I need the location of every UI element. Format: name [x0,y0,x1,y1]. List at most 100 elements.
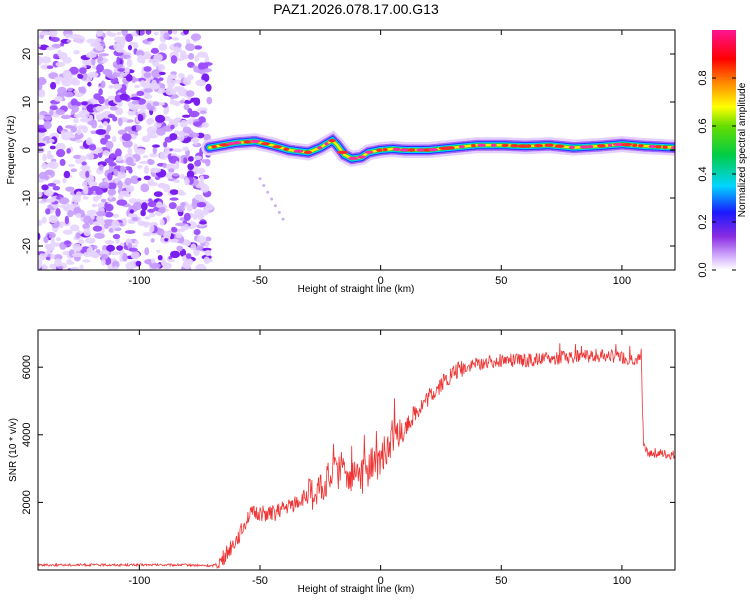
noise-blob [96,30,104,37]
noise-blob [38,31,50,36]
noise-blob [95,45,104,51]
noise-blob [54,76,64,81]
noise-blob [86,209,98,215]
noise-blob [45,208,51,215]
noise-blob [85,153,95,161]
noise-blob [41,162,48,170]
noise-blob [81,161,87,166]
noise-blob [107,114,116,118]
noise-blob [124,166,133,171]
snr-series-line [38,343,675,569]
noise-blob [138,160,150,165]
noise-blob [47,150,52,160]
noise-blob [121,133,132,142]
noise-blob [202,208,209,216]
noise-blob [38,191,43,197]
spectrogram-xtick-label: 50 [495,275,507,287]
noise-blob [117,129,127,135]
noise-blob [162,162,167,169]
noise-blob [151,47,159,54]
noise-blob [143,94,153,99]
noise-blob [70,98,78,106]
ridge-peak [597,144,606,148]
ridge-peak [579,145,589,149]
noise-blob [95,129,107,135]
ridge-peak [337,150,349,154]
noise-blob [73,90,78,94]
noise-blob [81,181,88,188]
noise-blob [159,219,165,226]
spectrogram-ytick-label: -10 [21,190,33,206]
noise-blob [55,208,61,217]
noise-blob [110,251,120,256]
spectrogram-xtick-label: 100 [613,275,631,287]
noise-blob [38,142,46,147]
ridge-peak [471,144,476,148]
noise-blob [48,30,58,38]
noise-blob [83,228,91,237]
noise-blob [104,239,115,245]
noise-blob [183,30,189,35]
noise-blob [168,30,173,35]
ridge-peak [533,144,544,148]
noise-blob [131,76,136,84]
noise-blob [196,51,208,58]
noise-blob [100,137,108,145]
colorbar-tick-label: 0.4 [697,166,709,181]
noise-blob [49,138,55,143]
noise-blob [46,65,54,69]
noise-blob [150,238,155,243]
ridge-peak [554,144,565,148]
noise-blob [190,243,197,251]
noise-blob [120,72,128,77]
noise-blob [131,125,137,132]
noise-blob [38,43,41,48]
noise-blob [157,64,165,71]
noise-blob [188,132,200,138]
noise-blob [55,61,66,67]
noise-blob [38,78,47,85]
noise-blob [134,240,139,245]
noise-blob [166,77,172,85]
noise-blob [125,74,133,82]
artefact-dot [262,184,266,187]
noise-blob [111,220,120,229]
noise-blob [188,259,194,264]
noise-blob [117,68,126,72]
noise-blob [54,96,63,102]
noise-blob [101,257,106,266]
noise-blob [167,74,178,80]
ridge-peak [211,145,217,149]
noise-blob [143,66,152,72]
noise-blob [175,160,180,170]
noise-blob [73,206,81,214]
colorbar-tick-label: 0.8 [697,70,709,85]
noise-blob [49,109,54,116]
noise-blob [125,185,135,193]
noise-blob [190,33,202,41]
noise-blob [69,224,80,232]
noise-blob [79,155,87,162]
noise-blob [80,101,88,106]
ridge-peak [638,144,644,148]
noise-blob [173,86,185,90]
noise-blob [205,83,212,92]
noise-blob [105,70,110,78]
noise-blob [131,93,138,98]
noise-blob [86,247,94,254]
noise-blob [124,177,132,186]
noise-blob [63,91,74,98]
noise-blob [59,158,66,167]
noise-blob [88,144,97,151]
noise-blob [96,211,107,217]
ridge-peak [621,143,633,147]
noise-blob [66,39,72,43]
snr-xtick-label: 0 [378,575,384,587]
noise-blob [60,114,72,120]
noise-blob [73,113,84,118]
noise-blob [168,168,175,173]
noise-blob [141,57,146,64]
noise-blob [185,43,196,51]
noise-blob [69,66,79,75]
